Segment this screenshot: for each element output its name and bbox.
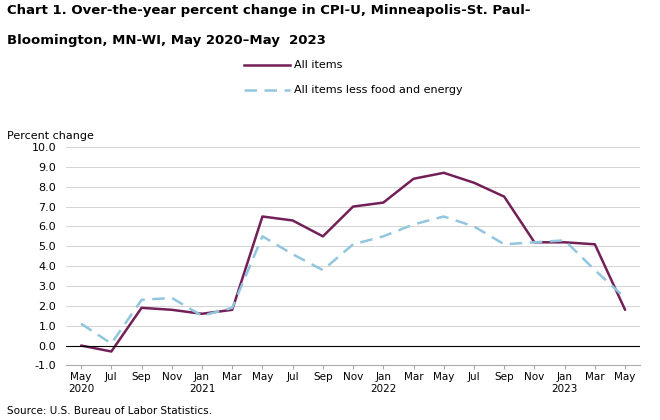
All items <box>349 204 357 209</box>
Line: All items less food and energy: All items less food and energy <box>81 216 625 344</box>
All items less food and energy <box>137 297 145 302</box>
Text: Percent change: Percent change <box>7 131 94 141</box>
All items less food and energy <box>500 242 508 247</box>
Text: All items less food and energy: All items less food and energy <box>294 85 462 95</box>
All items <box>561 240 569 245</box>
All items <box>500 194 508 199</box>
All items <box>259 214 267 219</box>
Text: Chart 1. Over-the-year percent change in CPI-U, Minneapolis-St. Paul-: Chart 1. Over-the-year percent change in… <box>7 4 530 17</box>
All items <box>440 170 447 175</box>
Text: Bloomington, MN-WI, May 2020–May  2023: Bloomington, MN-WI, May 2020–May 2023 <box>7 34 325 47</box>
All items <box>77 343 85 348</box>
All items <box>137 305 145 310</box>
All items less food and energy <box>198 313 206 318</box>
All items less food and energy <box>259 234 267 239</box>
All items less food and energy <box>621 295 629 300</box>
All items less food and energy <box>319 268 327 273</box>
All items <box>591 242 599 247</box>
All items less food and energy <box>349 242 357 247</box>
All items less food and energy <box>470 224 478 229</box>
All items <box>470 180 478 185</box>
All items less food and energy <box>410 222 418 227</box>
All items <box>168 307 176 312</box>
Text: All items: All items <box>294 60 342 70</box>
All items less food and energy <box>591 268 599 273</box>
All items less food and energy <box>561 238 569 243</box>
All items less food and energy <box>531 240 539 245</box>
All items <box>410 176 418 181</box>
All items less food and energy <box>108 341 115 346</box>
Text: Source: U.S. Bureau of Labor Statistics.: Source: U.S. Bureau of Labor Statistics. <box>7 406 212 416</box>
All items less food and energy <box>288 252 296 257</box>
All items <box>228 307 236 312</box>
All items <box>319 234 327 239</box>
All items <box>379 200 387 205</box>
All items less food and energy <box>379 234 387 239</box>
All items less food and energy <box>440 214 447 219</box>
All items less food and energy <box>77 321 85 326</box>
Line: All items: All items <box>81 173 625 352</box>
All items <box>531 240 539 245</box>
All items <box>108 349 115 354</box>
All items <box>198 311 206 316</box>
All items <box>621 307 629 312</box>
All items <box>288 218 296 223</box>
All items less food and energy <box>168 295 176 300</box>
All items less food and energy <box>228 305 236 310</box>
